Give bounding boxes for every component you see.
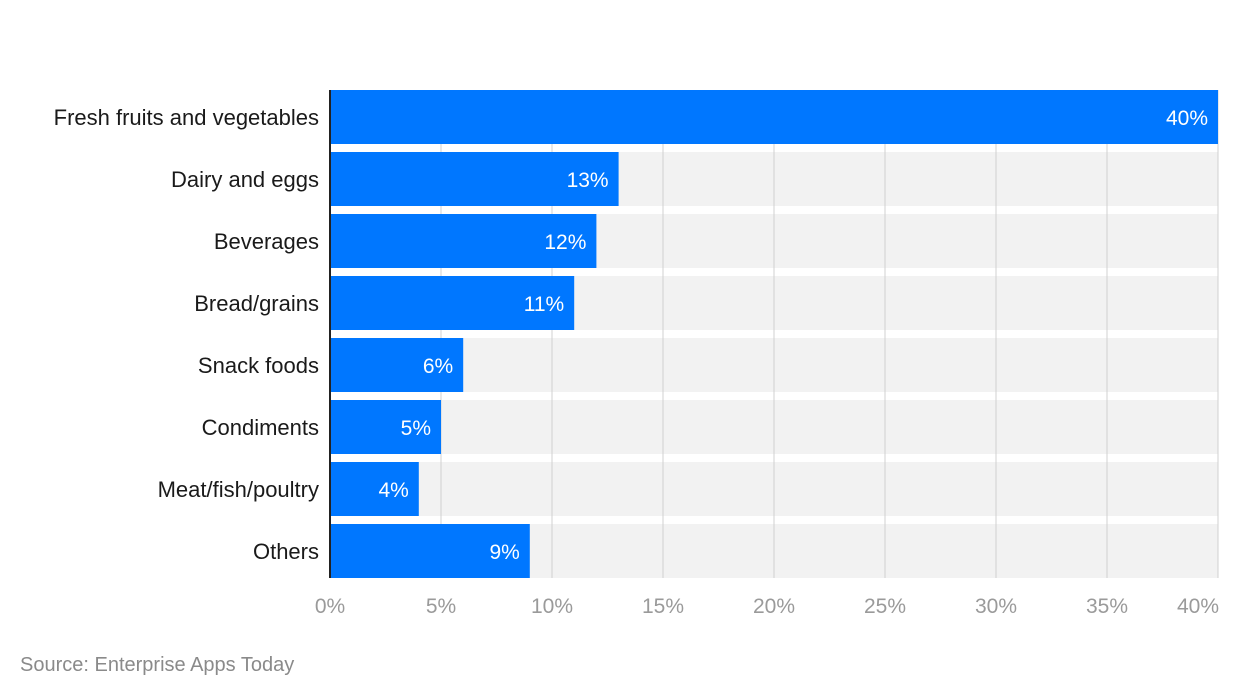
category-label: Snack foods bbox=[198, 353, 319, 378]
category-label: Fresh fruits and vegetables bbox=[54, 105, 319, 130]
x-tick-label: 10% bbox=[531, 595, 573, 618]
x-tick-label: 40% bbox=[1177, 595, 1219, 618]
category-label: Condiments bbox=[202, 415, 319, 440]
bar bbox=[330, 524, 530, 578]
bar bbox=[330, 338, 464, 392]
bar bbox=[330, 276, 575, 330]
category-label: Meat/fish/poultry bbox=[158, 477, 319, 502]
bar bbox=[330, 214, 597, 268]
x-tick-label: 0% bbox=[315, 595, 345, 618]
x-tick-labels: 0% 5% 10% 15% 20% 25% 30% 35% 40% bbox=[315, 595, 1219, 618]
value-label: 40% bbox=[1166, 107, 1208, 130]
value-label: 4% bbox=[378, 479, 408, 502]
bar bbox=[330, 90, 1218, 144]
value-label: 12% bbox=[544, 231, 586, 254]
bars bbox=[330, 90, 1218, 578]
value-labels: 40% 13% 12% 11% 6% 5% 4% 9% bbox=[378, 107, 1208, 564]
bar bbox=[330, 462, 419, 516]
category-labels: Fresh fruits and vegetables Dairy and egg… bbox=[54, 105, 319, 564]
x-tick-label: 5% bbox=[426, 595, 456, 618]
x-tick-label: 35% bbox=[1086, 595, 1128, 618]
x-tick-label: 15% bbox=[642, 595, 684, 618]
value-label: 5% bbox=[401, 417, 431, 440]
value-label: 13% bbox=[567, 169, 609, 192]
value-label: 6% bbox=[423, 355, 453, 378]
category-label: Dairy and eggs bbox=[171, 167, 319, 192]
value-label: 11% bbox=[524, 293, 564, 316]
bar-chart: Fresh fruits and vegetables Dairy and egg… bbox=[54, 90, 1219, 618]
category-label: Others bbox=[253, 539, 319, 564]
value-label: 9% bbox=[489, 541, 519, 564]
x-tick-label: 30% bbox=[975, 595, 1017, 618]
x-tick-label: 20% bbox=[753, 595, 795, 618]
category-label: Bread/grains bbox=[194, 291, 319, 316]
x-tick-label: 25% bbox=[864, 595, 906, 618]
source-note: Source: Enterprise Apps Today bbox=[20, 654, 295, 676]
category-label: Beverages bbox=[214, 229, 319, 254]
bar bbox=[330, 400, 441, 454]
bar bbox=[330, 152, 619, 206]
